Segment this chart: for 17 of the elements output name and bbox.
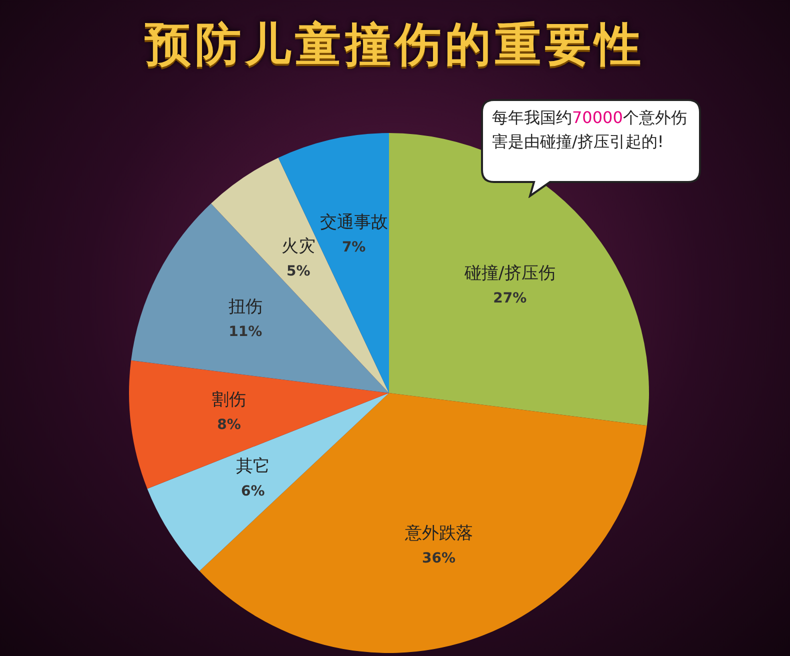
speech-bubble: 每年我国约70000个意外伤害是由碰撞/挤压引起的! bbox=[480, 98, 702, 198]
data-label: 7% bbox=[342, 240, 366, 256]
slice-label: 扭伤 bbox=[228, 296, 262, 317]
slice-label: 意外跌落 bbox=[404, 523, 473, 544]
slice-label: 交通事故 bbox=[320, 212, 388, 233]
slice-label: 碰撞/挤压伤 bbox=[464, 263, 556, 284]
chart-title: 预防儿童撞伤的重要性 bbox=[144, 16, 646, 73]
data-label: 36% bbox=[422, 550, 456, 566]
pie-slice bbox=[278, 133, 389, 393]
data-label: 8% bbox=[217, 417, 241, 434]
slice-label: 火灾 bbox=[281, 236, 316, 257]
data-label: 11% bbox=[228, 324, 262, 340]
slice-label: 其它 bbox=[236, 456, 270, 476]
data-label: 5% bbox=[286, 264, 310, 280]
data-label: 27% bbox=[493, 290, 527, 306]
data-label: 6% bbox=[241, 483, 265, 500]
slice-label: 割伤 bbox=[212, 390, 246, 410]
